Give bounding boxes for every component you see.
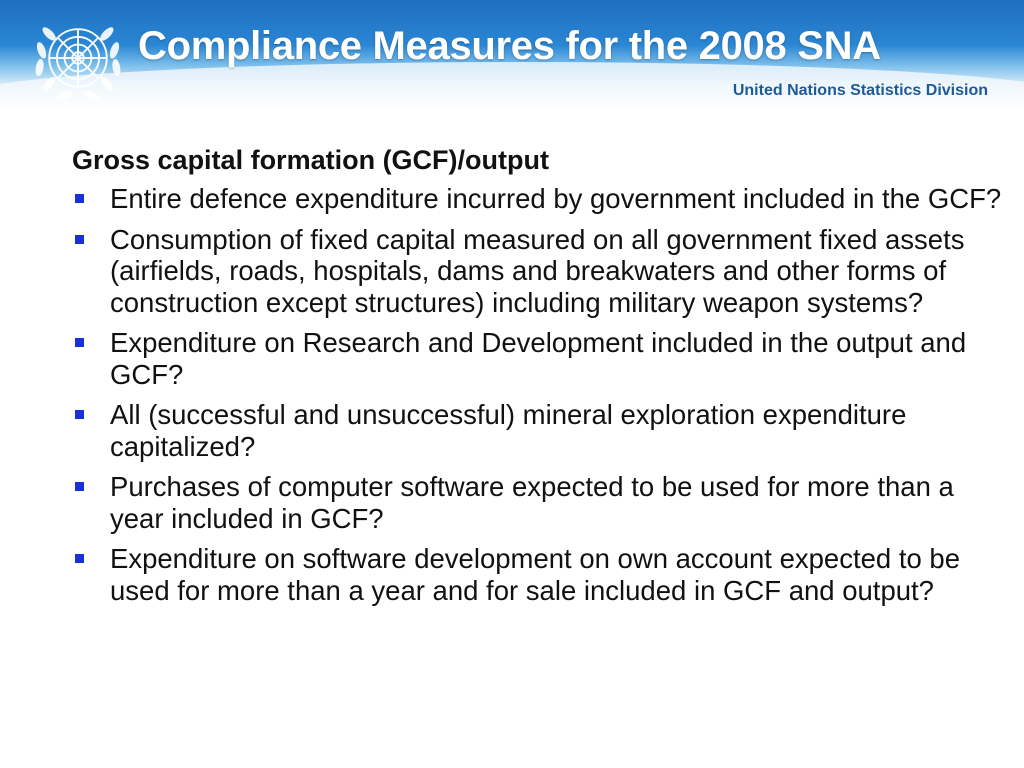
slide-content: Gross capital formation (GCF)/output Ent… bbox=[72, 144, 1002, 615]
bullet-text: All (successful and unsuccessful) minera… bbox=[110, 399, 907, 462]
bullet-item: Expenditure on Research and Development … bbox=[72, 327, 1002, 390]
section-heading: Gross capital formation (GCF)/output bbox=[72, 145, 549, 175]
slide-title: Compliance Measures for the 2008 SNA bbox=[138, 24, 881, 68]
bullet-item: Purchases of computer software expected … bbox=[72, 471, 1002, 534]
slide-header: Compliance Measures for the 2008 SNA Uni… bbox=[0, 0, 1024, 118]
square-bullet-icon bbox=[75, 194, 84, 203]
bullet-text: Purchases of computer software expected … bbox=[110, 471, 954, 534]
square-bullet-icon bbox=[75, 410, 84, 419]
square-bullet-icon bbox=[75, 234, 84, 244]
header-swoosh bbox=[0, 62, 1024, 118]
bullet-text: Expenditure on software development on o… bbox=[110, 543, 961, 606]
square-bullet-icon bbox=[75, 482, 84, 491]
bullet-text: Entire defence expenditure incurred by g… bbox=[110, 183, 1002, 214]
bullet-text: Consumption of fixed capital measured on… bbox=[110, 223, 965, 318]
bullet-item: Expenditure on software development on o… bbox=[72, 543, 1002, 606]
un-emblem-icon bbox=[35, 27, 121, 101]
bullet-item: Consumption of fixed capital measured on… bbox=[72, 224, 1002, 319]
square-bullet-icon bbox=[75, 338, 84, 347]
bullet-list: Entire defence expenditure incurred by g… bbox=[72, 183, 1002, 606]
bullet-item: All (successful and unsuccessful) minera… bbox=[72, 399, 1002, 462]
bullet-item: Entire defence expenditure incurred by g… bbox=[72, 183, 1002, 215]
square-bullet-icon bbox=[75, 554, 84, 563]
bullet-text: Expenditure on Research and Development … bbox=[110, 327, 967, 390]
organization-name: United Nations Statistics Division bbox=[732, 82, 988, 99]
